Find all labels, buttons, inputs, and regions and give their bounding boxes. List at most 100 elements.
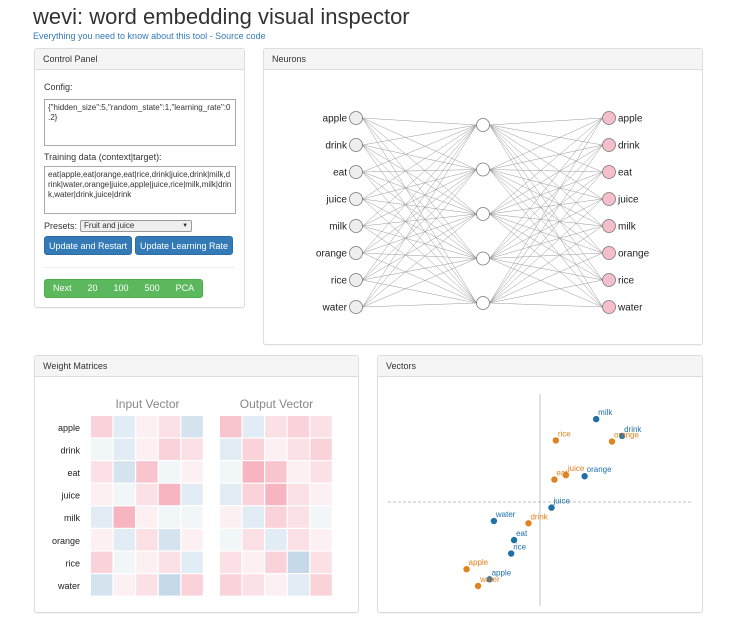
matrix-cell (220, 574, 242, 596)
hidden-output-connection (489, 144, 603, 170)
output-neuron-water (602, 300, 616, 314)
matrix-cell (265, 483, 287, 506)
input-neuron-label: eat (333, 168, 347, 179)
vector-point-juice (548, 504, 555, 511)
control-panel-heading: Control Panel (35, 49, 244, 70)
vector-point-eat (510, 536, 518, 544)
weight-matrices-heading: Weight Matrices (35, 356, 358, 377)
about-link[interactable]: Everything you need to know about this t… (33, 31, 208, 41)
matrix-cell (181, 506, 203, 528)
vector-point-drink (525, 520, 532, 527)
step-button-500[interactable]: 500 (144, 283, 160, 293)
matrix-cell (287, 551, 310, 573)
vector-point-rice (508, 550, 515, 557)
hidden-output-connection (489, 117, 603, 126)
matrix-cell (91, 551, 113, 573)
matrix-cell (181, 483, 203, 506)
matrix-cell (287, 506, 310, 528)
matrix-cell (136, 438, 158, 460)
hidden-output-connection (489, 213, 603, 254)
matrix-cell (310, 416, 332, 438)
hidden-output-connection (489, 213, 603, 308)
hidden-output-connection (489, 171, 603, 215)
hidden-output-connection (489, 213, 603, 227)
input-neuron-drink (349, 138, 363, 152)
vector-point-label: water (479, 575, 500, 584)
matrix-cell (265, 506, 287, 528)
matrix-cell (113, 416, 135, 438)
matrix-cell (113, 506, 135, 528)
output-neuron-label: milk (618, 222, 637, 233)
step-button-next[interactable]: Next (53, 283, 72, 293)
hidden-output-connection (489, 124, 603, 308)
hidden-output-connection (489, 171, 603, 259)
vector-point-label: rice (558, 429, 571, 438)
matrix-row-label: drink (60, 445, 80, 455)
hidden-output-connection (489, 144, 603, 215)
matrix-cell (265, 551, 287, 573)
hidden-output-connection (489, 198, 603, 215)
output-neuron-orange (602, 246, 616, 260)
weight-matrices-panel: Weight Matrices Input Vector Output Vecto… (34, 355, 359, 613)
hidden-output-connection (489, 169, 603, 308)
matrix-cell (310, 529, 332, 551)
step-button-20[interactable]: 20 (87, 283, 98, 293)
input-neuron-apple (349, 111, 363, 125)
input-hidden-connection (362, 198, 477, 215)
update-learning-rate-button[interactable]: Update Learning Rate (135, 236, 233, 255)
input-hidden-connection (362, 117, 477, 170)
hidden-output-connection (489, 169, 603, 173)
input-hidden-connection (362, 169, 477, 173)
input-hidden-connection (362, 169, 477, 308)
neurons-panel-heading: Neurons (264, 49, 702, 70)
matrix-row-label: apple (58, 423, 80, 433)
vector-point-label: orange (587, 465, 612, 474)
config-textarea[interactable]: {"hidden_size":5,"random_state":1,"learn… (44, 99, 236, 146)
presets-select[interactable]: Fruit and juice ▼ (80, 220, 193, 232)
input-hidden-connection (362, 124, 477, 146)
vector-point-label: apple (492, 568, 512, 577)
input-hidden-connection (362, 169, 477, 200)
hidden-neuron-2 (476, 162, 490, 177)
matrix-cell (287, 483, 310, 506)
matrix-cell (310, 483, 332, 506)
step-button-pca[interactable]: PCA (175, 283, 195, 293)
presets-label: Presets: (44, 221, 78, 231)
vector-point-label: juice (553, 497, 571, 506)
training-data-textarea[interactable]: eat|apple,eat|orange,eat|rice,drink|juic… (44, 166, 236, 214)
input-hidden-connection (362, 258, 477, 308)
matrix-cell (242, 506, 264, 528)
input-neuron-milk (349, 219, 363, 233)
input-neuron-label: juice (325, 195, 347, 206)
vector-point-label: rice (513, 543, 526, 552)
header-links: Everything you need to know about this t… (33, 31, 266, 41)
matrix-cell (113, 461, 135, 483)
output-neuron-milk (602, 219, 616, 233)
output-neuron-label: rice (618, 276, 635, 287)
matrix-cell (136, 461, 158, 483)
vector-point-milk (592, 415, 600, 423)
page-title: wevi: word embedding visual inspector (33, 4, 410, 29)
matrix-cell (136, 574, 158, 596)
matrix-cell (287, 416, 310, 438)
hidden-output-connection (489, 124, 603, 254)
source-code-link[interactable]: Source code (215, 31, 266, 41)
vector-point-apple (463, 566, 470, 573)
input-hidden-connection (362, 117, 477, 215)
hidden-output-connection (489, 169, 603, 200)
presets-row: Presets: Fruit and juice ▼ (44, 220, 193, 232)
vector-point-label: drink (530, 512, 548, 521)
step-button-100[interactable]: 100 (113, 283, 129, 293)
update-restart-button[interactable]: Update and Restart (44, 236, 132, 255)
hidden-output-connection (489, 117, 603, 304)
input-hidden-connection (362, 124, 477, 200)
matrix-cell (181, 529, 203, 551)
vector-point-label: eat (556, 469, 568, 478)
hidden-output-connection (489, 302, 603, 308)
input-hidden-connection (362, 171, 477, 215)
matrix-cell (136, 483, 158, 506)
output-neuron-drink (602, 138, 616, 152)
vectors-scatter-plot: milkdrinkorangejuicewatereatriceappleric… (388, 394, 692, 606)
matrix-cell (242, 416, 264, 438)
matrix-cell (158, 461, 181, 483)
